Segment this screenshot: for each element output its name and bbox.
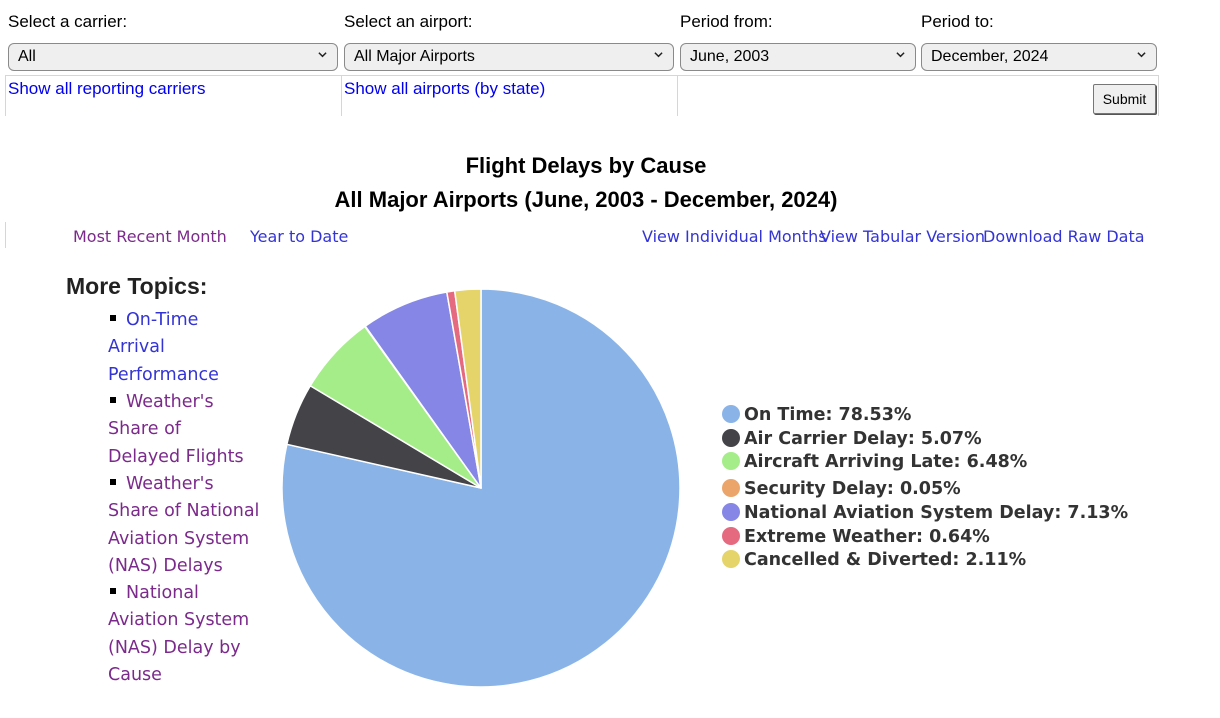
topic-label: On-Time Arrival Performance	[108, 310, 219, 385]
legend-item[interactable]: Security Delay: 0.05%	[722, 479, 961, 501]
legend-label: On Time: 78.53%	[744, 405, 912, 425]
download-raw-data-link[interactable]: Download Raw Data	[983, 227, 1145, 246]
legend-swatch-icon	[722, 503, 740, 521]
airport-select[interactable]: All Major Airports	[344, 43, 674, 71]
legend-label: Extreme Weather: 0.64%	[744, 527, 990, 547]
legend-item[interactable]: Aircraft Arriving Late: 6.48%	[722, 452, 1027, 474]
bullet-icon	[110, 397, 116, 403]
topic-on-time-arrival[interactable]: On-Time Arrival Performance	[108, 307, 228, 389]
show-all-carriers-link[interactable]: Show all reporting carriers	[8, 79, 206, 98]
show-all-airports-link[interactable]: Show all airports (by state)	[344, 79, 546, 98]
bullet-icon	[110, 588, 116, 594]
legend-label: Cancelled & Diverted: 2.11%	[744, 550, 1027, 570]
topic-nas-delay-by-cause[interactable]: National Aviation System (NAS) Delay by …	[108, 580, 253, 689]
more-topics-heading: More Topics:	[66, 273, 208, 299]
view-individual-months-link[interactable]: View Individual Months	[642, 227, 827, 246]
legend-item[interactable]: Air Carrier Delay: 5.07%	[722, 429, 982, 451]
topic-label: Weather's Share of National Aviation Sys…	[108, 474, 260, 576]
legend-label: Air Carrier Delay: 5.07%	[744, 429, 982, 449]
chevron-down-icon	[318, 52, 327, 58]
pie-slice-cancelled-diverted[interactable]	[453, 288, 482, 489]
legend-item[interactable]: Cancelled & Diverted: 2.11%	[722, 550, 1026, 572]
topic-label: Weather's Share of Delayed Flights	[108, 392, 244, 467]
legend-label: Security Delay: 0.05%	[744, 479, 961, 499]
legend-label: National Aviation System Delay: 7.13%	[744, 503, 1129, 523]
legend-item[interactable]: Extreme Weather: 0.64%	[722, 527, 990, 549]
legend-swatch-icon	[722, 479, 740, 497]
legend-item[interactable]: National Aviation System Delay: 7.13%	[722, 503, 1128, 525]
chart-title: Flight Delays by Cause	[465, 153, 707, 178]
legend-swatch-icon	[722, 550, 740, 568]
airport-select-value: All Major Airports	[354, 48, 475, 65]
topic-weather-share-nas[interactable]: Weather's Share of National Aviation Sys…	[108, 471, 263, 580]
legend-item[interactable]: On Time: 78.53%	[722, 405, 911, 427]
period-from-label: Period from:	[680, 12, 773, 31]
legend-label: Aircraft Arriving Late: 6.48%	[744, 452, 1028, 472]
year-to-date-link[interactable]: Year to Date	[250, 227, 349, 246]
carrier-select[interactable]: All	[8, 43, 338, 71]
chevron-down-icon	[654, 52, 663, 58]
period-from-value: June, 2003	[690, 48, 770, 65]
chart-subtitle: All Major Airports (June, 2003 - Decembe…	[334, 187, 838, 212]
bullet-icon	[110, 479, 116, 485]
period-to-select[interactable]: December, 2024	[921, 43, 1157, 71]
legend-swatch-icon	[722, 405, 740, 423]
period-from-select[interactable]: June, 2003	[680, 43, 916, 71]
view-tabular-version-link[interactable]: View Tabular Version	[820, 227, 986, 246]
submit-button[interactable]: Submit	[1093, 84, 1156, 114]
legend-swatch-icon	[722, 429, 740, 447]
chevron-down-icon	[896, 52, 905, 58]
pie-slice-on-time[interactable]	[281, 288, 681, 688]
bullet-icon	[110, 315, 116, 321]
legend-swatch-icon	[722, 452, 740, 470]
topic-weather-share-delayed[interactable]: Weather's Share of Delayed Flights	[108, 389, 258, 471]
carrier-label: Select a carrier:	[8, 12, 128, 31]
airport-label: Select an airport:	[344, 12, 473, 31]
period-to-value: December, 2024	[931, 48, 1049, 65]
topic-label: National Aviation System (NAS) Delay by …	[108, 583, 250, 685]
pie-chart	[281, 288, 681, 688]
legend-swatch-icon	[722, 527, 740, 545]
carrier-select-value: All	[18, 48, 36, 65]
most-recent-month-link[interactable]: Most Recent Month	[73, 227, 227, 246]
period-to-label: Period to:	[921, 12, 994, 31]
chevron-down-icon	[1137, 52, 1146, 58]
